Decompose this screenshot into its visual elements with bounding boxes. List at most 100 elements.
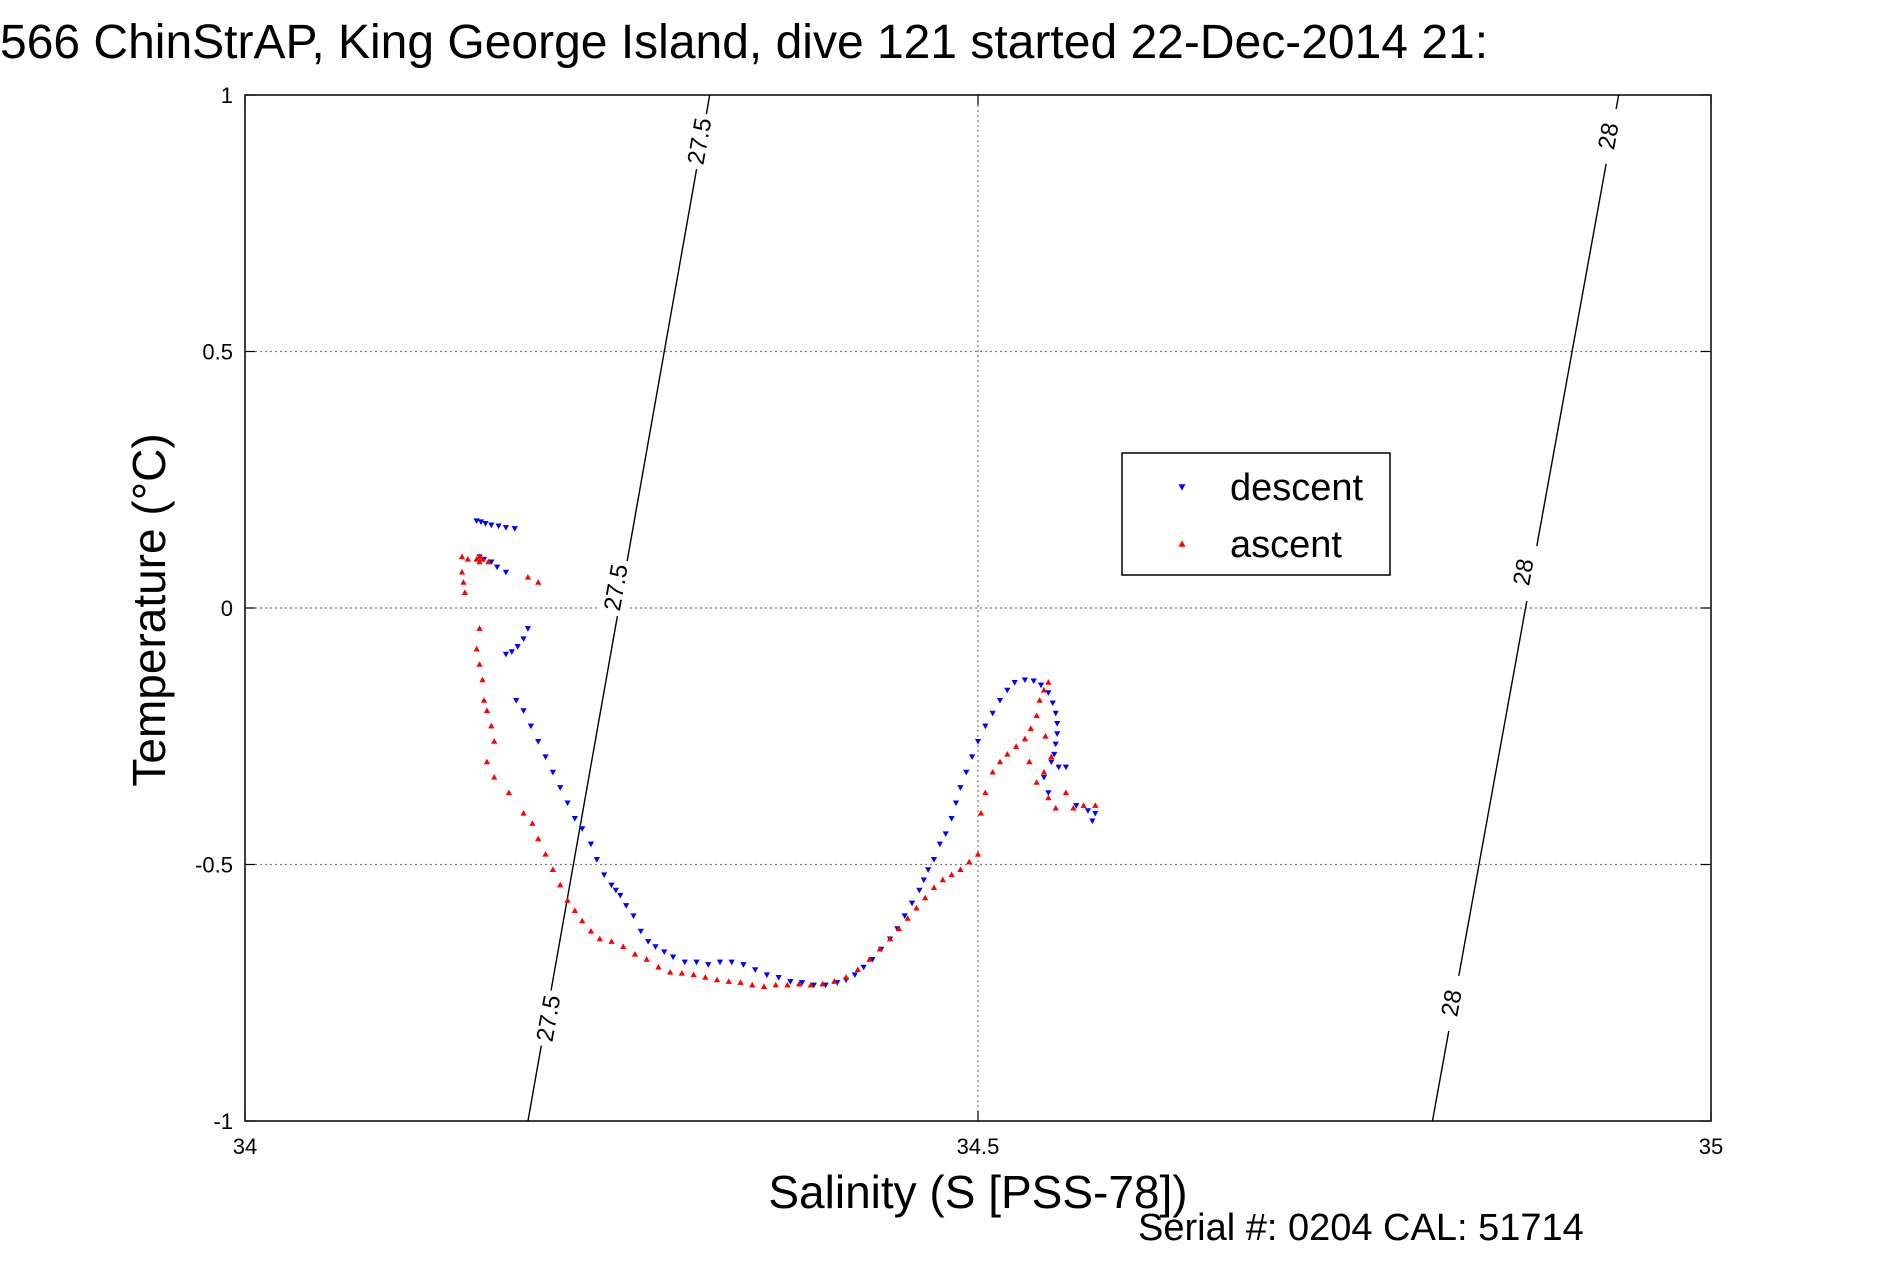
- isopycnal-label-bg: [1588, 105, 1629, 167]
- descent-point: [587, 841, 595, 848]
- descent-point: [495, 523, 502, 530]
- data-series: [458, 518, 1099, 989]
- ascent-point: [966, 858, 973, 865]
- descent-point: [645, 939, 652, 945]
- descent-point: [1051, 751, 1058, 758]
- ascent-point: [505, 789, 512, 796]
- descent-point: [952, 800, 960, 807]
- grid: [245, 95, 1711, 1121]
- x-tick-label: 34.5: [957, 1134, 1000, 1159]
- ascent-point: [737, 979, 744, 985]
- descent-point: [916, 887, 923, 894]
- descent-point: [974, 739, 982, 745]
- descent-point: [637, 928, 644, 935]
- ascent-point: [1027, 725, 1034, 731]
- descent-point: [482, 520, 489, 527]
- ascent-point: [1080, 802, 1087, 808]
- descent-point: [948, 815, 955, 822]
- descent-point: [513, 697, 520, 704]
- descent-point: [901, 913, 908, 920]
- descent-point: [542, 754, 549, 760]
- isopycnal-label-bg: [1503, 541, 1544, 603]
- descent-point: [1049, 700, 1056, 707]
- descent-point: [1037, 682, 1045, 689]
- descent-point: [557, 785, 564, 791]
- descent-point: [511, 526, 518, 532]
- descent-point: [1084, 808, 1092, 814]
- isopycnal-label-bg: [1431, 972, 1472, 1034]
- isopycnal-label: 28: [1436, 988, 1467, 1019]
- descent-point: [520, 708, 527, 714]
- legend-label-ascent: ascent: [1230, 524, 1342, 566]
- descent-point: [740, 962, 747, 968]
- ascent-point: [796, 980, 803, 987]
- ascent-point: [476, 661, 483, 667]
- ascent-point: [631, 951, 639, 957]
- descent-point: [520, 636, 527, 642]
- descent-point: [1021, 677, 1029, 684]
- ascent-point: [542, 851, 549, 857]
- descent-point: [908, 900, 916, 907]
- ascent-point: [460, 579, 467, 585]
- descent-point: [527, 723, 534, 730]
- ascent-point: [957, 866, 964, 873]
- legend-label-descent: descent: [1230, 467, 1364, 509]
- descent-point: [969, 754, 976, 760]
- descent-point: [681, 959, 688, 966]
- axis-ticks: 34 34.5 35 -1 -0.5 0 0.5 1: [195, 83, 1723, 1159]
- descent-point: [930, 856, 938, 863]
- ascent-point: [1045, 679, 1052, 685]
- isopycnal-label-bg: [528, 988, 569, 1049]
- y-tick-label: 1: [221, 83, 233, 108]
- descent-point: [787, 979, 794, 985]
- descent-point: [989, 710, 996, 717]
- legend-marker-descent: [1178, 484, 1186, 491]
- ascent-point: [1040, 768, 1048, 775]
- descent-point: [936, 841, 943, 848]
- descent-point: [488, 522, 495, 529]
- ascent-point: [913, 904, 920, 911]
- descent-point: [601, 872, 608, 878]
- ascent-point: [491, 774, 498, 780]
- ascent-point: [784, 981, 791, 988]
- descent-point: [473, 518, 480, 525]
- series-descent: [473, 518, 1099, 989]
- ascent-point: [760, 983, 768, 989]
- ascent-point: [596, 935, 603, 942]
- ascent-point: [473, 645, 480, 652]
- descent-point: [608, 882, 615, 889]
- ascent-point: [690, 971, 697, 978]
- descent-point: [1048, 759, 1055, 766]
- isopycnal-label: 28: [1593, 121, 1624, 152]
- descent-point: [535, 739, 542, 745]
- descent-point: [571, 815, 578, 822]
- ascent-point: [977, 809, 985, 816]
- descent-point: [851, 972, 858, 979]
- serial-cal-footer: Serial #: 0204 CAL: 51714: [1138, 1207, 1584, 1249]
- legend-marker-ascent: [1178, 540, 1186, 547]
- descent-point: [957, 785, 964, 791]
- descent-point: [477, 519, 485, 526]
- ascent-point: [483, 707, 490, 713]
- ascent-point: [643, 956, 650, 962]
- ascent-point: [667, 969, 674, 975]
- isopycnal-line: [1431, 94, 1620, 1122]
- ascent-point: [620, 943, 627, 949]
- ascent-point: [608, 938, 615, 944]
- ascent-point: [579, 917, 586, 924]
- descent-point: [716, 959, 724, 966]
- ascent-point: [876, 945, 883, 952]
- descent-point: [1011, 680, 1018, 686]
- series-ascent: [458, 553, 1099, 989]
- descent-point: [502, 525, 510, 531]
- descent-point: [963, 769, 970, 776]
- descent-point: [1062, 764, 1070, 771]
- ascent-point: [1036, 697, 1043, 703]
- descent-point: [763, 972, 771, 979]
- ascent-point: [948, 871, 955, 878]
- ascent-point: [1026, 758, 1033, 765]
- descent-point: [1089, 818, 1096, 825]
- ascent-point: [535, 835, 542, 842]
